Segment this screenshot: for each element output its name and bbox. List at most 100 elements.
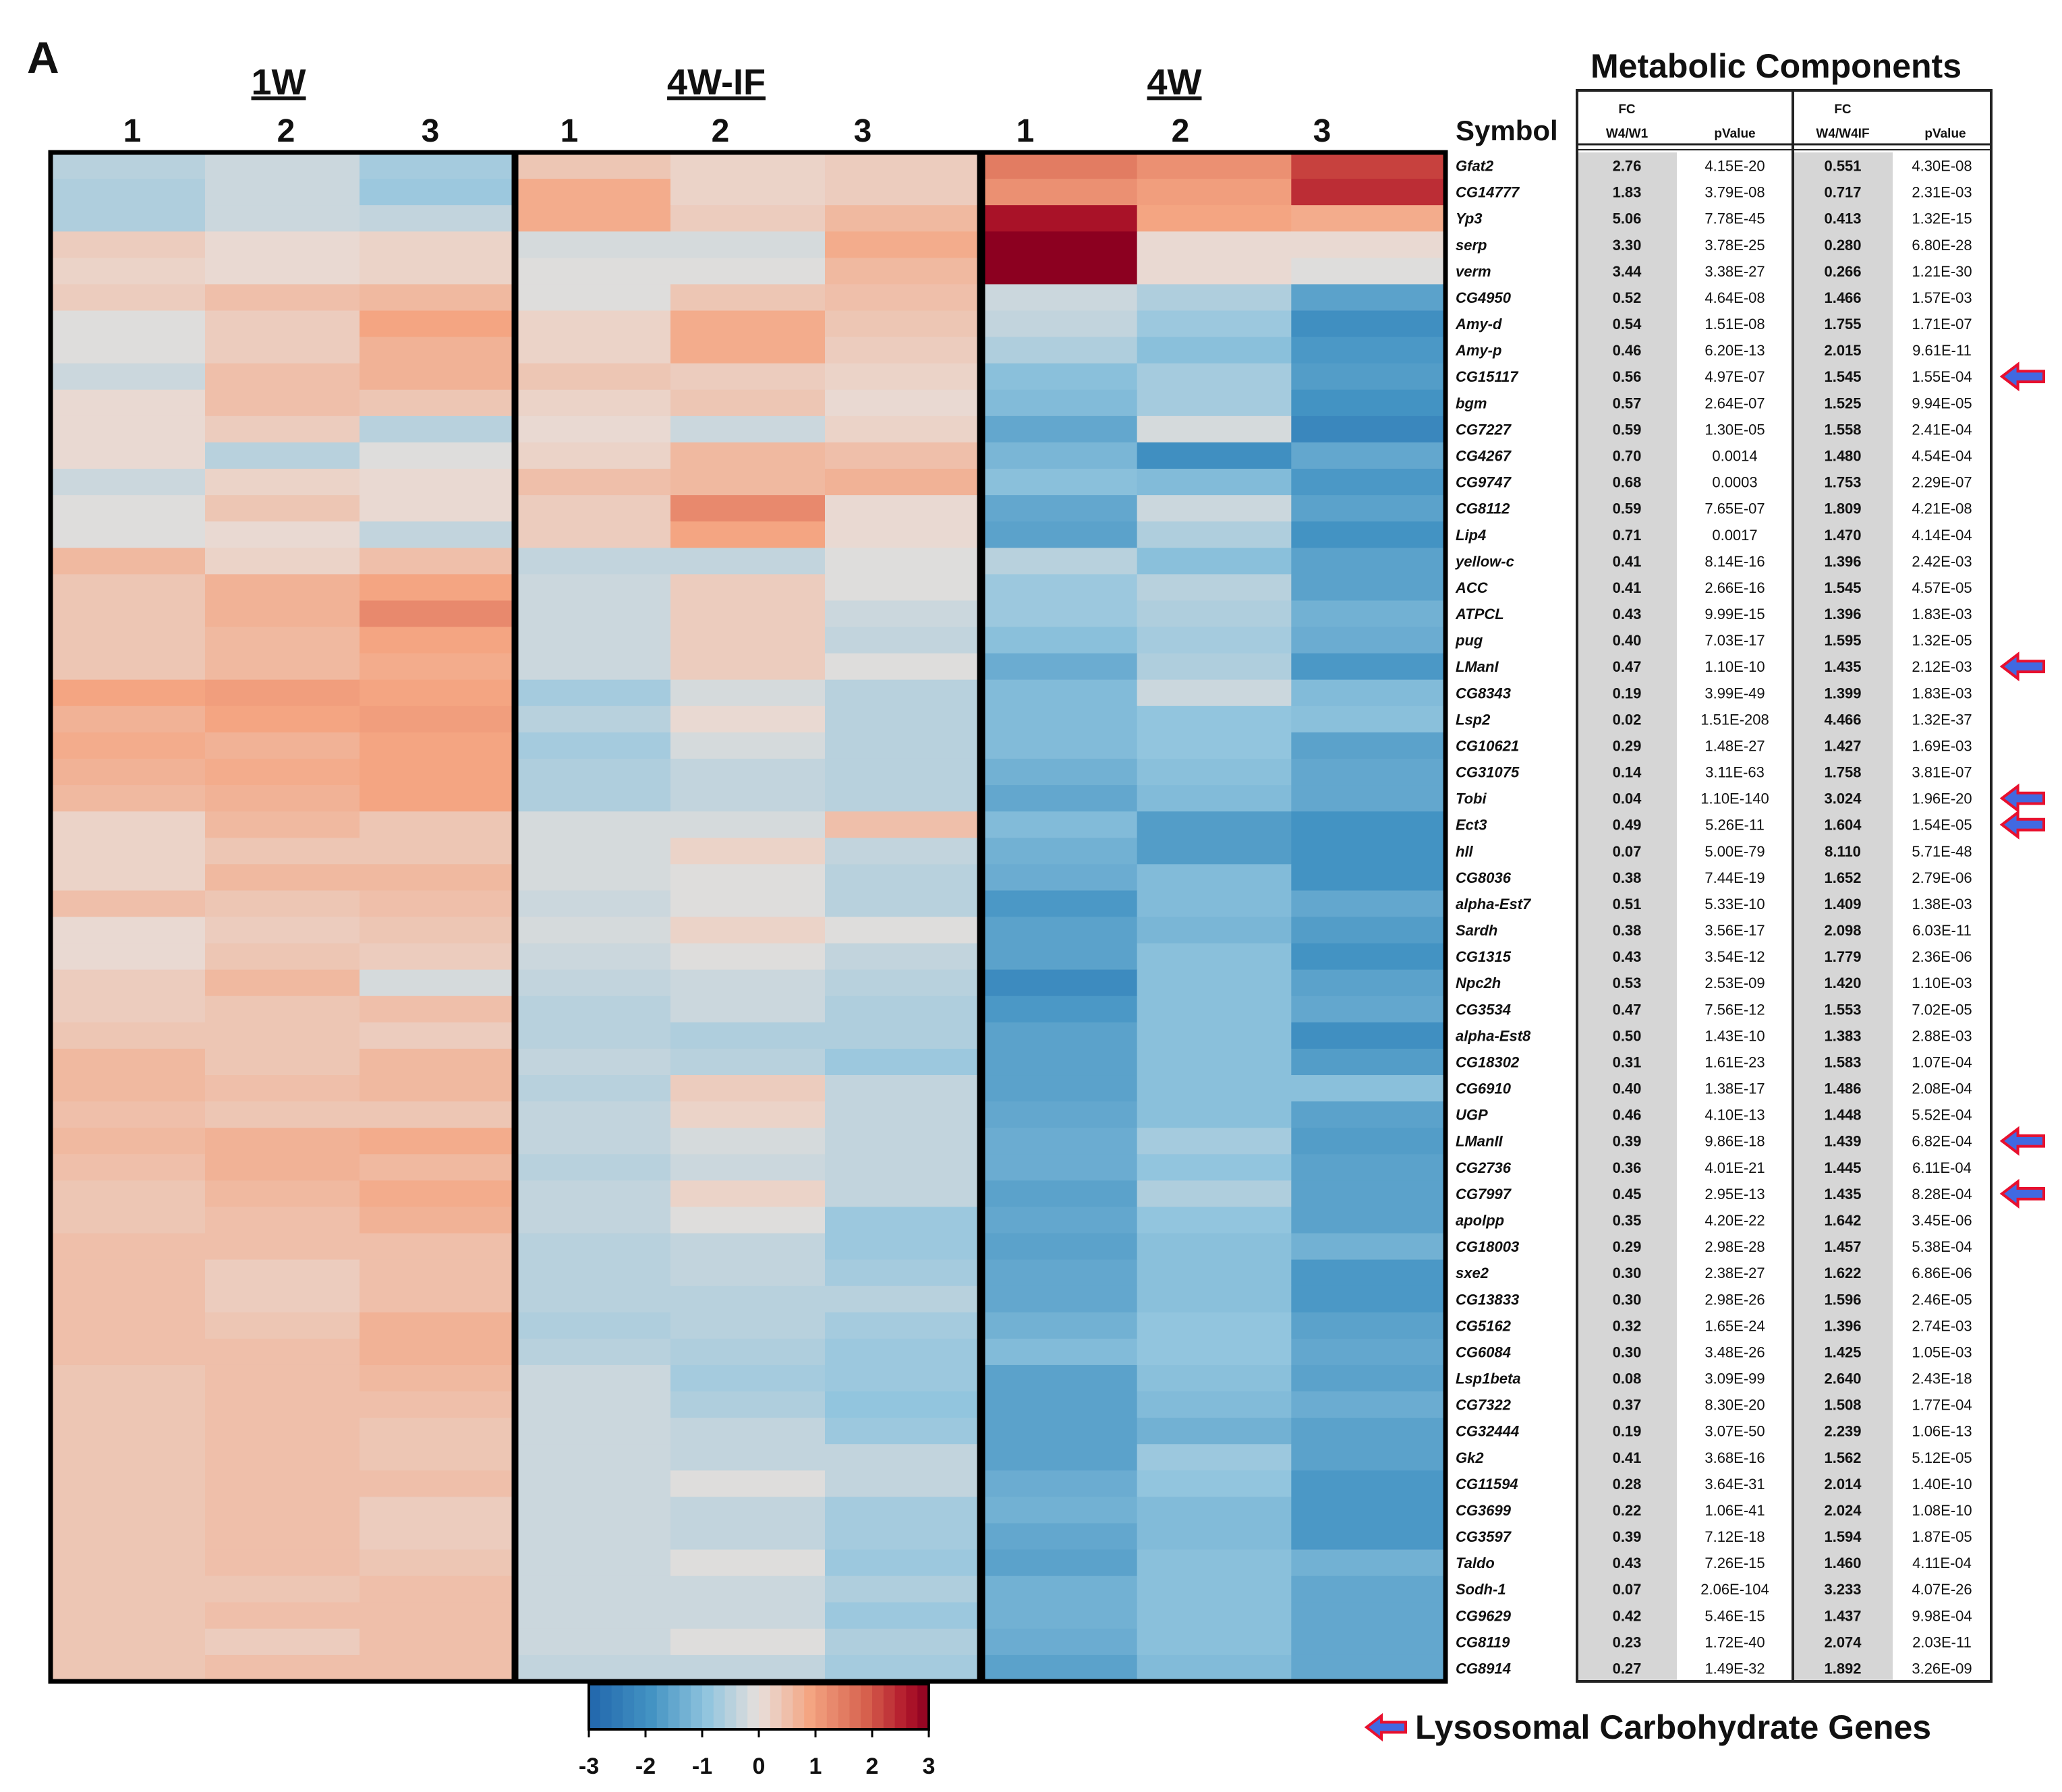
heatmap-cell — [1291, 1022, 1446, 1049]
heatmap-cell — [516, 969, 671, 997]
heatmap-cell — [983, 1444, 1138, 1471]
heatmap-cell — [1137, 1075, 1292, 1102]
heatmap-cell — [51, 1497, 206, 1524]
pvalue-1-value: 7.26E-15 — [1705, 1555, 1765, 1571]
heatmap-cell — [205, 1128, 360, 1155]
fc-column-shade — [1793, 152, 1893, 1681]
heatmap-cell — [825, 995, 980, 1023]
heatmap-cell — [205, 1391, 360, 1418]
heatmap-cell — [1291, 1602, 1446, 1629]
pvalue-1-value: 3.56E-17 — [1705, 922, 1765, 939]
pvalue-2-value: 1.96E-20 — [1912, 790, 1972, 807]
heatmap-cell — [1137, 179, 1292, 206]
color-scale-swatch — [646, 1684, 658, 1729]
heatmap-cell — [825, 917, 980, 944]
fc-w4w4if-value: 1.553 — [1824, 1001, 1861, 1018]
pvalue-1-value: 8.30E-20 — [1705, 1397, 1765, 1414]
table-border — [1576, 89, 1993, 1683]
fc-w4w1-value: 0.14 — [1613, 764, 1642, 781]
heatmap-cell — [360, 548, 515, 575]
heatmap-cell — [983, 469, 1138, 496]
heatmap-cell — [983, 627, 1138, 654]
fc-w4w4if-value: 1.399 — [1824, 685, 1861, 701]
heatmap-cell — [825, 1075, 980, 1102]
heatmap-cell — [51, 1128, 206, 1155]
gene-symbol: Gk2 — [1456, 1449, 1484, 1466]
heatmap-cell — [516, 1497, 671, 1524]
gene-symbol: CG7997 — [1456, 1186, 1512, 1203]
heatmap-cell — [205, 310, 360, 338]
heatmap-cell — [51, 1154, 206, 1181]
heatmap-cell — [1291, 1470, 1446, 1497]
heatmap-cell — [983, 1549, 1138, 1577]
pvalue-2-value: 4.21E-08 — [1912, 500, 1972, 517]
heatmap-cell — [1291, 1233, 1446, 1261]
color-scale-swatch — [770, 1684, 782, 1729]
heatmap-cell — [516, 363, 671, 391]
gene-symbol: CG4267 — [1456, 448, 1512, 465]
pvalue-1-value: 1.51E-208 — [1700, 711, 1769, 728]
heatmap-cell — [1291, 732, 1446, 759]
heatmap-cell — [670, 152, 826, 179]
heatmap-cell — [516, 1444, 671, 1471]
pvalue-2-value: 2.43E-18 — [1912, 1370, 1972, 1387]
heatmap-cell — [825, 1418, 980, 1445]
heatmap-cell — [1137, 995, 1292, 1023]
heatmap-cell — [51, 1338, 206, 1366]
heatmap-cell — [1137, 943, 1292, 971]
fc-w4w1-value: 0.47 — [1613, 1001, 1642, 1018]
pvalue-2-value: 9.94E-05 — [1912, 395, 1972, 411]
heatmap-cell — [825, 969, 980, 997]
heatmap-cell — [51, 179, 206, 206]
pvalue-2-value: 1.32E-37 — [1912, 711, 1972, 728]
heatmap-cell — [1137, 1048, 1292, 1076]
gene-symbol: CG4950 — [1456, 289, 1512, 306]
heatmap-cell — [825, 600, 980, 628]
heatmap-cell — [516, 415, 671, 443]
heatmap-cell — [205, 811, 360, 838]
heatmap-cell — [360, 1233, 515, 1261]
heatmap-cell — [1291, 205, 1446, 232]
fc-w4w4if-value: 3.024 — [1824, 790, 1862, 807]
heatmap-cell — [1137, 811, 1292, 838]
fc-w4w4if-value: 2.024 — [1824, 1502, 1862, 1519]
heatmap-cell — [670, 415, 826, 443]
pvalue-1-value: 7.44E-19 — [1705, 869, 1765, 886]
gene-symbol: CG13833 — [1456, 1291, 1519, 1308]
heatmap-cell — [670, 310, 826, 338]
heatmap-cell — [205, 969, 360, 997]
heatmap-cell — [360, 1549, 515, 1577]
heatmap-cell — [983, 521, 1138, 548]
fc-w4w4if-value: 1.425 — [1824, 1343, 1861, 1360]
pvalue-2-value: 5.38E-04 — [1912, 1238, 1972, 1255]
heatmap-cell — [51, 1391, 206, 1418]
gene-symbol: yellow-c — [1455, 553, 1514, 570]
heatmap-cell — [205, 705, 360, 733]
fc-w4w4if-value: 1.562 — [1824, 1449, 1861, 1466]
fc-w4w1-value: 0.32 — [1613, 1317, 1642, 1334]
pvalue-2-value: 1.57E-03 — [1912, 289, 1972, 306]
fc-w4w1-value: 0.07 — [1613, 843, 1642, 860]
fc-w4w4if-value: 1.445 — [1824, 1159, 1861, 1176]
pvalue-2-value: 2.74E-03 — [1912, 1317, 1972, 1334]
heatmap-cell — [51, 363, 206, 391]
pvalue-1-value: 1.61E-23 — [1705, 1054, 1765, 1071]
heatmap-cell — [1137, 1259, 1292, 1287]
heatmap-cell — [360, 758, 515, 786]
heatmap-cell — [51, 442, 206, 469]
fc-w4w4if-value: 1.466 — [1824, 289, 1861, 306]
heatmap-cell — [516, 521, 671, 548]
pvalue-1-value: 1.51E-08 — [1705, 316, 1765, 333]
fc-w4w1-value: 0.08 — [1613, 1370, 1642, 1387]
legend-arrow-icon — [1364, 1712, 1407, 1742]
fc-w4w4if-value: 1.545 — [1824, 579, 1861, 596]
fc-w4w1-value: 0.42 — [1613, 1607, 1642, 1624]
heatmap-cell — [1291, 1391, 1446, 1418]
heatmap-cell — [205, 653, 360, 681]
heatmap-cell — [670, 1391, 826, 1418]
heatmap-cell — [51, 284, 206, 312]
color-scale-swatch — [759, 1684, 771, 1729]
lysosomal-arrow-icon — [1999, 1126, 2045, 1156]
heatmap-cell — [360, 1128, 515, 1155]
heatmap-cell — [1291, 1444, 1446, 1471]
